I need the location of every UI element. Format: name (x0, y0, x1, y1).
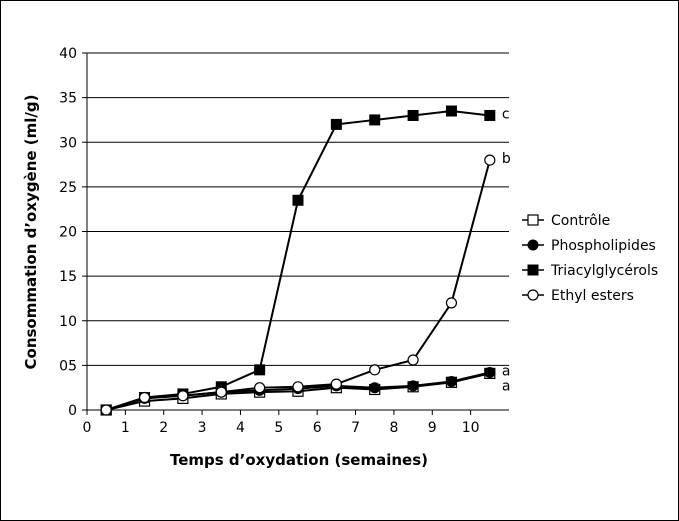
legend-label: Triacylglycérols (550, 263, 658, 279)
x-tick-label: 6 (313, 420, 322, 436)
data-point (445, 105, 457, 117)
y-axis-title: Consommation d’oxygène (ml/g) (22, 94, 40, 369)
series-end-label: c (502, 106, 510, 122)
data-point (177, 390, 189, 402)
legend-marker (527, 239, 539, 251)
data-point (330, 118, 342, 130)
series-end-label: a (502, 364, 511, 380)
data-point (292, 194, 304, 206)
legend-label: Phospholipides (551, 238, 656, 254)
data-point (254, 382, 266, 394)
data-point (407, 380, 419, 392)
legend-label: Ethyl esters (551, 288, 634, 304)
series-end-label: a (502, 379, 511, 395)
y-tick-label: 05 (59, 358, 77, 374)
x-tick-label: 10 (462, 420, 480, 436)
data-point (407, 109, 419, 121)
data-point (100, 404, 112, 416)
legend-marker (527, 214, 539, 226)
data-point (138, 391, 151, 404)
x-tick-label: 8 (389, 420, 398, 436)
data-point (369, 382, 381, 394)
data-point (484, 367, 496, 379)
data-point (407, 354, 419, 366)
x-tick-label: 2 (159, 420, 168, 436)
data-point (369, 364, 381, 376)
legend-marker (527, 289, 539, 301)
y-tick-label: 0 (68, 403, 77, 419)
y-tick-label: 40 (59, 46, 77, 62)
x-tick-label: 0 (83, 420, 92, 436)
y-tick-label: 10 (59, 314, 77, 330)
legend-label: Contrôle (551, 213, 610, 229)
x-tick-label: 4 (236, 420, 245, 436)
y-tick-label: 15 (59, 269, 77, 285)
data-point (445, 297, 458, 309)
series-end-label: b (502, 151, 511, 167)
data-point (484, 109, 496, 121)
x-tick-label: 3 (198, 420, 207, 436)
data-point (254, 364, 266, 376)
y-tick-label: 30 (59, 135, 77, 151)
data-point (215, 386, 227, 398)
x-tick-label: 1 (121, 420, 130, 436)
x-tick-label: 7 (351, 420, 360, 436)
data-point (330, 378, 342, 390)
legend: Contrôle Phospholipides Triacylglycérols Et… (522, 213, 658, 304)
axis-layer: 0 05 10 15 20 25 30 35 40 0 1 2 3 4 5 6 7 8 9 10 (59, 46, 509, 436)
x-axis-title: Temps d’oxydation (semaines) (170, 451, 428, 469)
y-tick-label: 25 (59, 180, 77, 196)
x-tick-label: 9 (428, 420, 437, 436)
y-tick-label: 20 (59, 225, 77, 241)
data-point (292, 381, 304, 393)
series-layer: c b aa (100, 105, 511, 416)
y-tick-label: 35 (59, 91, 77, 107)
data-point (445, 375, 457, 387)
legend-marker (527, 264, 539, 276)
data-point (484, 154, 496, 166)
grid-layer (87, 52, 509, 366)
x-tick-label: 5 (274, 420, 283, 436)
data-point (369, 114, 381, 126)
